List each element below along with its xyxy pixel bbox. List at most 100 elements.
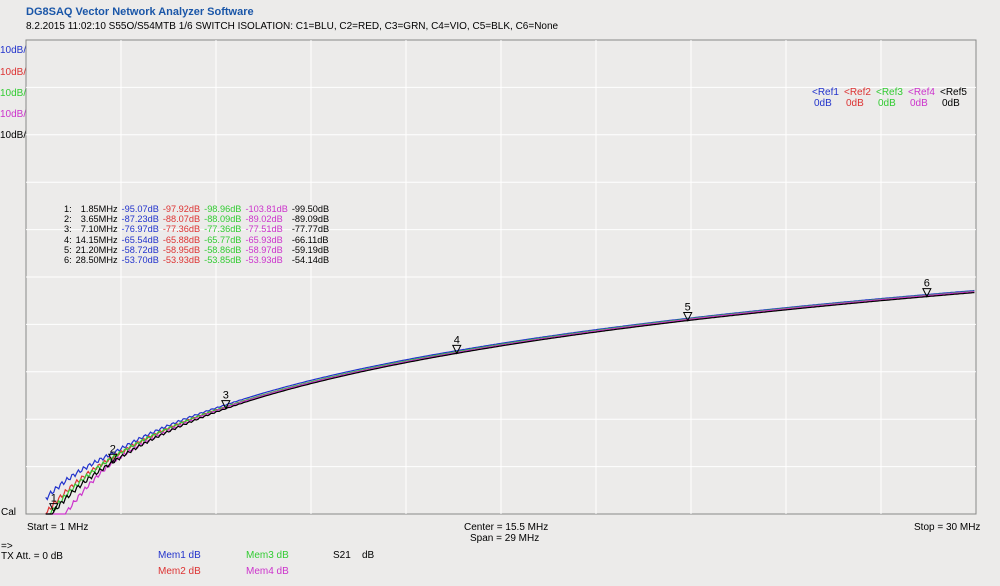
marker-value: -95.07dB — [121, 204, 159, 214]
marker-triangle — [451, 344, 462, 355]
ref4-label: <Ref4 — [908, 87, 935, 98]
marker-value: -66.11dB — [291, 234, 329, 245]
marker-index: 1: — [64, 204, 72, 214]
marker-2: 2 — [108, 443, 118, 464]
marker-value: -53.70dB — [121, 255, 159, 266]
marker-index: 6: — [64, 255, 72, 266]
marker-row: 1: 1.85MHz -95.07dB -97.92dB -98.96dB -103.81… — [64, 204, 333, 214]
arrow-indicator: => — [1, 541, 13, 552]
marker-frequency: 1.85MHz — [80, 204, 118, 214]
marker-value: -54.14dB — [291, 255, 330, 266]
marker-row: 6: 28.50MHz -53.70dB -53.93dB -53.85dB -53.93… — [64, 255, 333, 265]
marker-frequency: 14.15MHz — [75, 234, 118, 245]
ref4-value: 0dB — [910, 98, 928, 109]
marker-triangle — [922, 288, 932, 298]
marker-value: -77.36dB — [162, 224, 201, 235]
ref5-value: 0dB — [942, 98, 960, 109]
scale-label-2: 10dB/ — [0, 67, 27, 78]
marker-frequency: 28.50MHz — [75, 255, 118, 266]
center-frequency: Center = 15.5 MHz — [464, 522, 549, 533]
marker-value: -99.50dB — [291, 204, 330, 214]
chart-markers: 1 2 3 4 5 6 — [49, 278, 932, 513]
marker-value: -88.07dB — [162, 214, 201, 225]
marker-row: 3: 7.10MHz -76.97dB -77.36dB -77.36dB -77.51d… — [64, 224, 333, 234]
chart-grid — [25, 39, 977, 515]
measurement-subtitle: 8.2.2015 11:02:10 S55O/S54MTB 1/6 SWITCH… — [26, 21, 559, 32]
marker-label: 2 — [110, 443, 116, 455]
marker-table: 1: 1.85MHz -95.07dB -97.92dB -98.96dB -103.81… — [64, 204, 333, 265]
marker-value: -58.97dB — [245, 244, 283, 255]
marker-value: -65.93dB — [245, 234, 283, 245]
series-line-c1=blu — [45, 289, 975, 501]
ref3-value: 0dB — [878, 98, 896, 109]
marker-triangle — [49, 503, 59, 513]
marker-value: -65.88dB — [162, 234, 201, 245]
cal-label: Cal — [1, 507, 17, 518]
stop-frequency: Stop = 30 MHz — [914, 522, 981, 533]
span-frequency: Span = 29 MHz — [470, 533, 540, 544]
ref1-value: 0dB — [814, 98, 832, 109]
marker-1: 1 — [49, 493, 59, 513]
marker-label: 6 — [924, 278, 930, 290]
chart-traces — [45, 289, 975, 515]
marker-frequency: 21.20MHz — [75, 244, 118, 255]
marker-row: 2: 3.65MHz -87.23dB -88.07dB -88.09dB -89.02d… — [64, 214, 333, 224]
marker-row: 5: 21.20MHz -58.72dB -58.95dB -58.86dB -58.97… — [64, 245, 333, 255]
ref2-value: 0dB — [846, 98, 864, 109]
marker-value: -89.02dB — [245, 214, 283, 225]
marker-value: -58.95dB — [162, 244, 201, 255]
marker-3: 3 — [221, 390, 231, 410]
ref2-label: <Ref2 — [844, 87, 871, 98]
tx-attenuation: TX Att. = 0 dB — [1, 551, 63, 562]
s21-unit: dB — [362, 550, 375, 561]
marker-value: -89.09dB — [291, 214, 330, 225]
scale-label-4: 10dB/ — [0, 109, 27, 120]
marker-index: 2: — [64, 214, 72, 225]
ref1-label: <Ref1 — [812, 87, 839, 98]
scale-label-5: 10dB/ — [0, 130, 27, 141]
marker-label: 3 — [223, 390, 229, 402]
marker-value: -77.36dB — [204, 224, 242, 235]
series-line-c5=blk — [45, 292, 975, 515]
marker-frequency: 7.10MHz — [80, 224, 118, 235]
mem3-label: Mem3 dB — [246, 550, 289, 561]
ref5-label: <Ref5 — [940, 87, 967, 98]
marker-4: 4 — [451, 334, 462, 355]
marker-triangle — [108, 453, 118, 464]
marker-frequency: 3.65MHz — [80, 214, 118, 225]
marker-value: -58.86dB — [204, 244, 242, 255]
marker-5: 5 — [682, 302, 693, 322]
marker-value: -103.81dB — [245, 204, 288, 214]
marker-label: 5 — [685, 302, 691, 314]
marker-value: -53.85dB — [204, 255, 242, 266]
ref3-label: <Ref3 — [876, 87, 903, 98]
marker-index: 4: — [64, 234, 72, 245]
marker-value: -59.19dB — [291, 244, 330, 255]
marker-triangle — [221, 400, 231, 410]
marker-value: -77.51dB — [245, 224, 283, 235]
marker-value: -77.77dB — [291, 224, 330, 235]
series-line-c4=vio — [45, 291, 975, 515]
marker-value: -98.96dB — [204, 204, 242, 214]
marker-index: 5: — [64, 244, 72, 255]
marker-triangle — [682, 312, 693, 322]
marker-value: -88.09dB — [204, 214, 242, 225]
mem4-label: Mem4 dB — [246, 566, 289, 577]
scale-label-1: 10dB/ — [0, 45, 27, 56]
marker-value: -53.93dB — [245, 255, 283, 266]
scale-label-3: 10dB/ — [0, 88, 27, 99]
start-frequency: Start = 1 MHz — [27, 522, 89, 533]
marker-value: -53.93dB — [162, 255, 201, 266]
marker-value: -97.92dB — [162, 204, 201, 214]
marker-value: -65.77dB — [204, 234, 242, 245]
marker-index: 3: — [64, 224, 72, 235]
marker-label: 1 — [51, 493, 57, 505]
marker-value: -87.23dB — [121, 214, 159, 225]
app-title: DG8SAQ Vector Network Analyzer Software — [26, 6, 254, 18]
s21-label: S21 — [333, 550, 351, 561]
mem2-label: Mem2 dB — [158, 566, 201, 577]
mem1-label: Mem1 dB — [158, 550, 201, 561]
marker-label: 4 — [454, 334, 460, 346]
marker-value: -76.97dB — [121, 224, 159, 235]
